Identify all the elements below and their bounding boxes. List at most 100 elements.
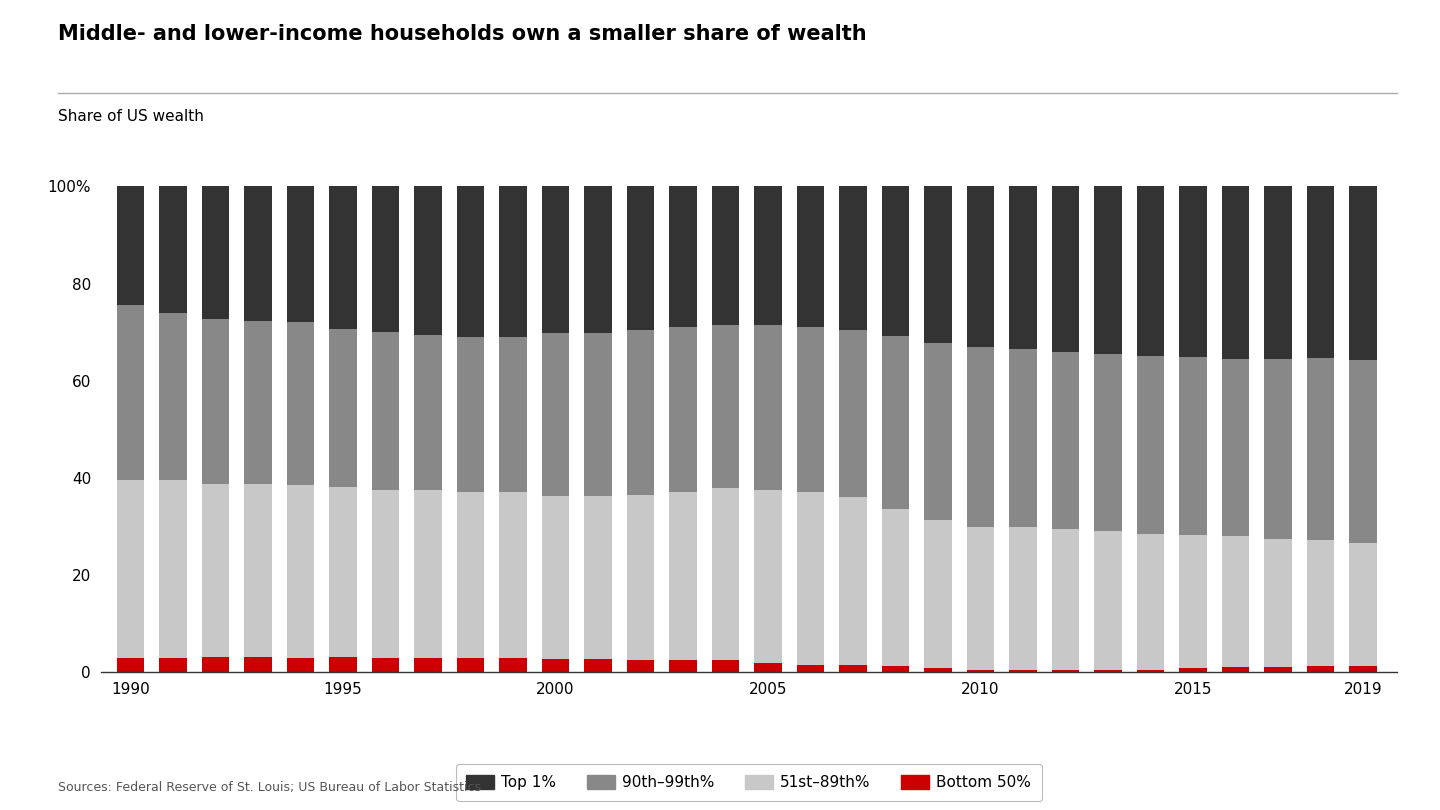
Bar: [245, 484, 272, 657]
Bar: [881, 186, 909, 336]
Bar: [796, 665, 824, 672]
Bar: [1306, 186, 1333, 358]
Bar: [1264, 359, 1292, 539]
Bar: [117, 186, 144, 305]
Legend: Top 1%, 90th–99th%, 51st–89th%, Bottom 50%: Top 1%, 90th–99th%, 51st–89th%, Bottom 5…: [455, 765, 1043, 801]
Bar: [1051, 529, 1079, 670]
Bar: [372, 658, 399, 672]
Text: Share of US wealth: Share of US wealth: [58, 109, 203, 125]
Bar: [1094, 354, 1122, 531]
Bar: [1009, 349, 1037, 526]
Bar: [456, 658, 484, 672]
Bar: [966, 526, 994, 670]
Bar: [670, 492, 697, 660]
Bar: [1264, 186, 1292, 359]
Bar: [160, 186, 187, 313]
Bar: [1349, 186, 1377, 360]
Bar: [670, 186, 697, 327]
Bar: [1264, 667, 1292, 672]
Bar: [755, 186, 782, 325]
Bar: [1094, 531, 1122, 670]
Bar: [287, 322, 314, 485]
Bar: [287, 658, 314, 672]
Bar: [372, 490, 399, 658]
Bar: [372, 186, 399, 332]
Bar: [796, 186, 824, 327]
Bar: [287, 485, 314, 658]
Bar: [541, 333, 569, 496]
Bar: [541, 496, 569, 659]
Bar: [626, 330, 654, 495]
Bar: [1136, 534, 1164, 670]
Bar: [1094, 186, 1122, 354]
Bar: [626, 495, 654, 660]
Bar: [840, 665, 867, 672]
Bar: [755, 490, 782, 663]
Text: Sources: Federal Reserve of St. Louis; US Bureau of Labor Statistics: Sources: Federal Reserve of St. Louis; U…: [58, 781, 481, 794]
Bar: [160, 313, 187, 480]
Bar: [924, 343, 952, 520]
Bar: [1179, 357, 1207, 535]
Bar: [585, 186, 612, 333]
Bar: [1349, 360, 1377, 543]
Bar: [796, 492, 824, 665]
Bar: [372, 332, 399, 490]
Bar: [1179, 186, 1207, 357]
Bar: [245, 322, 272, 484]
Bar: [456, 337, 484, 492]
Bar: [1264, 539, 1292, 667]
Bar: [840, 186, 867, 330]
Bar: [924, 668, 952, 672]
Bar: [626, 186, 654, 330]
Bar: [755, 325, 782, 490]
Bar: [1221, 667, 1248, 672]
Bar: [1136, 186, 1164, 356]
Bar: [330, 186, 357, 329]
Bar: [1179, 668, 1207, 672]
Bar: [966, 347, 994, 526]
Bar: [500, 492, 527, 658]
Bar: [924, 520, 952, 668]
Bar: [500, 658, 527, 672]
Bar: [711, 186, 739, 325]
Bar: [1009, 186, 1037, 349]
Bar: [330, 329, 357, 487]
Bar: [500, 337, 527, 492]
Bar: [330, 657, 357, 672]
Bar: [585, 333, 612, 496]
Bar: [711, 488, 739, 660]
Bar: [1051, 186, 1079, 352]
Bar: [585, 496, 612, 659]
Bar: [160, 658, 187, 672]
Bar: [626, 660, 654, 672]
Bar: [585, 659, 612, 672]
Bar: [796, 327, 824, 492]
Bar: [456, 186, 484, 337]
Bar: [415, 658, 442, 672]
Bar: [415, 490, 442, 658]
Bar: [117, 658, 144, 672]
Bar: [456, 492, 484, 658]
Bar: [1009, 526, 1037, 670]
Bar: [202, 484, 229, 657]
Bar: [541, 659, 569, 672]
Bar: [202, 657, 229, 672]
Bar: [1349, 543, 1377, 667]
Bar: [1094, 670, 1122, 672]
Bar: [117, 480, 144, 658]
Bar: [670, 660, 697, 672]
Bar: [1306, 358, 1333, 540]
Bar: [924, 186, 952, 343]
Bar: [711, 325, 739, 488]
Bar: [1051, 352, 1079, 529]
Bar: [1221, 359, 1248, 536]
Bar: [840, 497, 867, 665]
Bar: [1009, 670, 1037, 672]
Bar: [541, 186, 569, 333]
Bar: [1136, 670, 1164, 672]
Text: Middle- and lower-income households own a smaller share of wealth: Middle- and lower-income households own …: [58, 24, 867, 45]
Bar: [1179, 535, 1207, 668]
Bar: [881, 336, 909, 509]
Bar: [415, 335, 442, 490]
Bar: [330, 487, 357, 657]
